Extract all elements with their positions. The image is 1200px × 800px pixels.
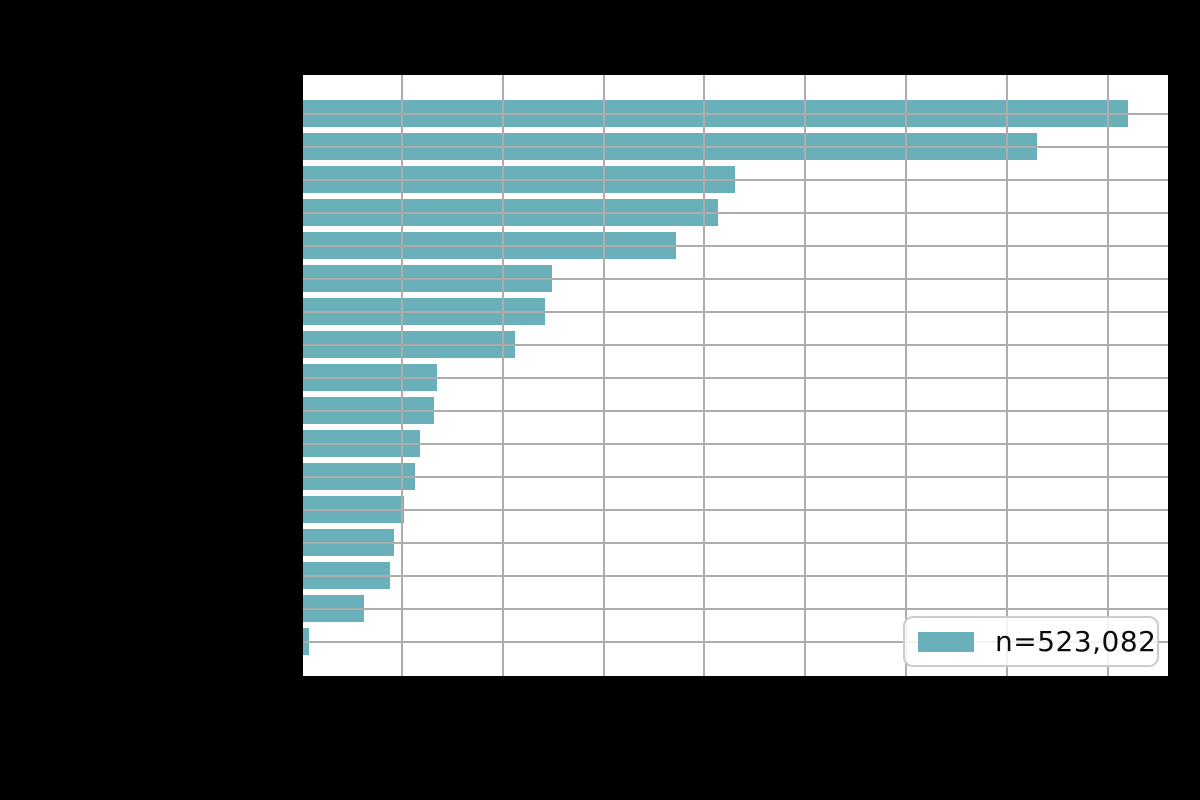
- y-gridline: [301, 442, 1170, 445]
- x-gridline: [1006, 73, 1009, 678]
- y-gridline: [301, 112, 1170, 115]
- y-gridline: [301, 409, 1170, 412]
- legend-swatch: [918, 631, 974, 652]
- right-spine: [1168, 73, 1170, 678]
- y-gridline: [301, 178, 1170, 181]
- x-gridline: [804, 73, 807, 678]
- y-gridline: [301, 244, 1170, 247]
- x-gridline: [400, 73, 403, 678]
- grid-layer: [301, 73, 1170, 678]
- y-gridline: [301, 310, 1170, 313]
- y-gridline: [301, 508, 1170, 511]
- x-gridline: [905, 73, 908, 678]
- y-gridline: [301, 574, 1170, 577]
- y-gridline: [301, 211, 1170, 214]
- top-spine: [301, 73, 1170, 75]
- y-gridline: [301, 475, 1170, 478]
- y-axis-spine: [301, 73, 303, 678]
- x-gridline: [501, 73, 504, 678]
- legend: n=523,082: [903, 616, 1159, 667]
- x-gridline: [703, 73, 706, 678]
- y-gridline: [301, 607, 1170, 610]
- x-gridline: [602, 73, 605, 678]
- plot-area: n=523,082: [301, 73, 1170, 678]
- y-gridline: [301, 541, 1170, 544]
- y-gridline: [301, 343, 1170, 346]
- x-axis-spine: [301, 676, 1170, 678]
- y-gridline: [301, 145, 1170, 148]
- y-gridline: [301, 376, 1170, 379]
- legend-label: n=523,082: [995, 625, 1157, 658]
- y-gridline: [301, 640, 1170, 643]
- x-gridline: [1106, 73, 1109, 678]
- y-gridline: [301, 277, 1170, 280]
